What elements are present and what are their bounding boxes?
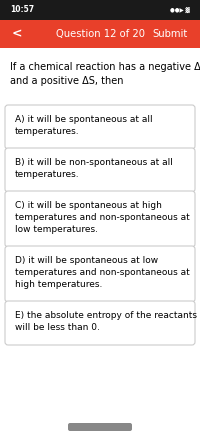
Bar	[0, 0, 200, 20]
FancyBboxPatch shape	[68, 423, 132, 431]
FancyBboxPatch shape	[5, 148, 195, 192]
FancyBboxPatch shape	[5, 301, 195, 345]
Text: If a chemical reaction has a negative ΔH
and a positive ΔS, then: If a chemical reaction has a negative ΔH…	[10, 62, 200, 86]
Bar	[0, 20, 200, 48]
FancyBboxPatch shape	[5, 246, 195, 302]
Text: D) it will be spontaneous at low
temperatures and non-spontaneous at
high temper: D) it will be spontaneous at low tempera…	[15, 256, 190, 289]
Text: A) it will be spontaneous at all
temperatures.: A) it will be spontaneous at all tempera…	[15, 115, 153, 136]
Text: 10:57: 10:57	[10, 6, 34, 14]
Text: <: <	[12, 28, 22, 41]
Bar	[0, 48, 200, 433]
Text: E) the absolute entropy of the reactants
will be less than 0.: E) the absolute entropy of the reactants…	[15, 311, 197, 332]
FancyBboxPatch shape	[5, 191, 195, 247]
Text: C) it will be spontaneous at high
temperatures and non-spontaneous at
low temper: C) it will be spontaneous at high temper…	[15, 201, 190, 234]
Text: ●●▶ ▓: ●●▶ ▓	[170, 7, 190, 13]
Text: B) it will be non-spontaneous at all
temperatures.: B) it will be non-spontaneous at all tem…	[15, 158, 173, 179]
Text: Question 12 of 20: Question 12 of 20	[56, 29, 144, 39]
Text: Submit: Submit	[153, 29, 188, 39]
FancyBboxPatch shape	[5, 105, 195, 149]
